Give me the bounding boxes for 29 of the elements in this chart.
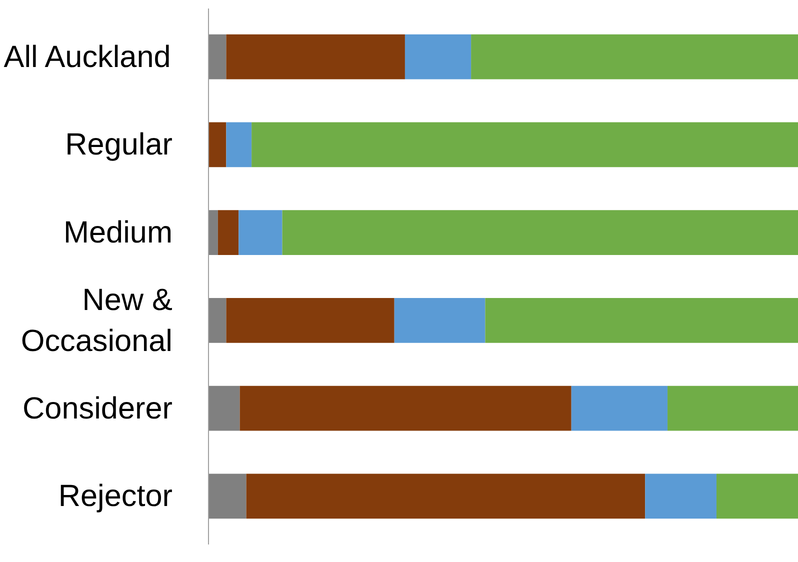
bar xyxy=(282,210,798,255)
bar xyxy=(668,386,798,431)
bar xyxy=(226,34,405,80)
bar xyxy=(404,34,472,80)
bar xyxy=(208,298,226,343)
bar xyxy=(226,122,252,168)
y-tick-label: Rejector xyxy=(58,479,173,514)
bar xyxy=(208,34,226,80)
bar xyxy=(716,474,798,519)
y-tick-label: Regular xyxy=(65,128,173,162)
bar xyxy=(238,210,282,255)
bar xyxy=(226,298,394,343)
bar xyxy=(645,474,716,519)
bar xyxy=(485,298,798,343)
bar xyxy=(208,474,246,519)
bar xyxy=(240,386,572,431)
bar xyxy=(218,210,239,255)
bar xyxy=(571,386,668,431)
y-tick-label: Medium xyxy=(63,216,173,250)
bar xyxy=(252,122,798,168)
bar xyxy=(471,34,798,80)
bar xyxy=(208,210,218,255)
bar xyxy=(208,122,226,168)
y-tick-label: Considerer xyxy=(22,391,173,426)
y-tick-label: New & Occasional xyxy=(20,283,173,358)
bar xyxy=(246,474,646,519)
bar xyxy=(394,298,486,343)
bar xyxy=(208,386,240,431)
y-tick-label: All Auckland xyxy=(4,40,171,74)
